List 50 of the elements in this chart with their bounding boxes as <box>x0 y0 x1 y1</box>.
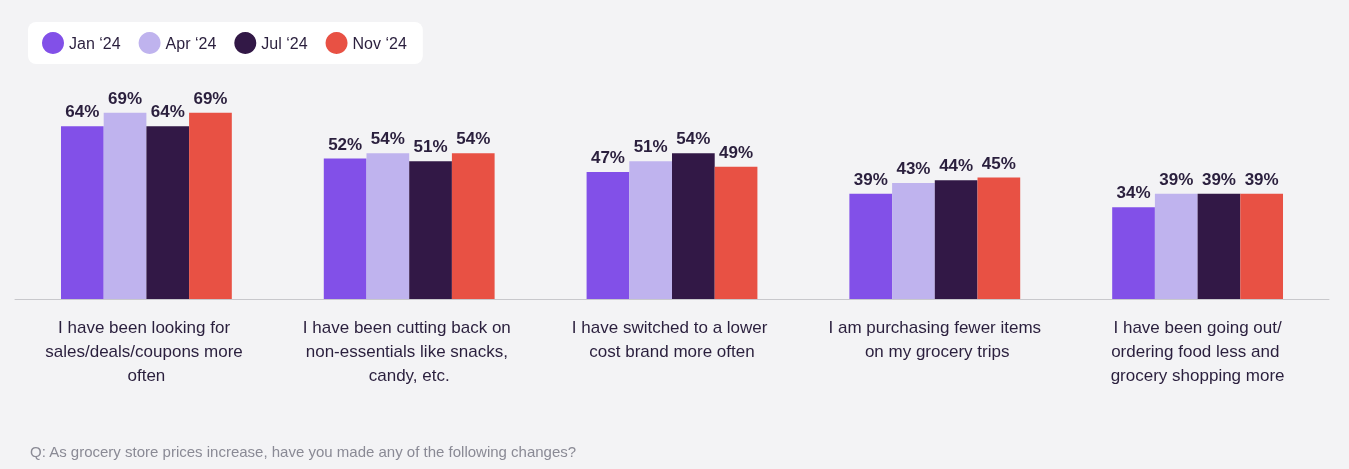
data-label: 47% <box>590 148 625 168</box>
legend-label: Nov ‘24 <box>352 34 407 52</box>
data-label: 54% <box>676 129 711 149</box>
data-label: 69% <box>108 88 143 108</box>
bar <box>629 161 672 299</box>
bar <box>366 153 410 299</box>
bar <box>1154 193 1198 299</box>
data-label: 43% <box>896 158 931 178</box>
bar <box>672 153 715 299</box>
data-label: 51% <box>633 137 668 157</box>
bar <box>60 126 104 299</box>
text: Q: As grocery store prices increase, have you made any of the following changes? <box>30 443 577 460</box>
x-tick-label: I have been going out/ordering food less and grocery shopping more <box>1110 317 1285 385</box>
data-label: 39% <box>1201 169 1236 189</box>
data-label: 45% <box>981 153 1016 173</box>
data-label: 39% <box>1159 169 1194 189</box>
data-label: 39% <box>853 169 888 189</box>
bar <box>146 126 190 299</box>
bar <box>1112 207 1155 299</box>
data-label: 54% <box>456 129 491 149</box>
x-tick-label: I have been cutting back on non-essentials like snacks, candy, etc. <box>302 317 516 385</box>
legend-label: Jul ‘24 <box>261 34 308 52</box>
bar <box>977 177 1021 299</box>
data-label: 34% <box>1116 183 1151 203</box>
bar <box>849 193 893 299</box>
x-tick-label: I have switched to a lower cost brand more often <box>571 317 773 361</box>
bar <box>323 158 367 299</box>
x-tick-label: I am purchasing fewer items on my grocery trips <box>828 317 1042 361</box>
data-label: 39% <box>1244 169 1279 189</box>
data-label: 51% <box>413 137 448 157</box>
bar <box>934 180 978 299</box>
bar <box>1197 193 1241 299</box>
legend-label: Jan ‘24 <box>69 34 121 52</box>
bar <box>714 166 758 299</box>
bar <box>409 161 452 299</box>
bar <box>892 182 935 299</box>
data-label: 54% <box>370 129 405 149</box>
data-label: 64% <box>150 102 185 122</box>
bar <box>1240 193 1284 299</box>
data-label: 69% <box>193 88 228 108</box>
data-label: 44% <box>939 156 974 176</box>
bar <box>103 112 147 299</box>
data-label: 49% <box>719 142 754 162</box>
bar <box>451 153 495 299</box>
x-tick-label: I have been looking for sales/deals/coupons more often <box>45 317 248 385</box>
data-label: 64% <box>65 102 100 122</box>
bar <box>586 172 630 299</box>
bar <box>189 112 232 299</box>
data-label: 52% <box>328 134 363 154</box>
legend-label: Apr ‘24 <box>165 34 217 52</box>
